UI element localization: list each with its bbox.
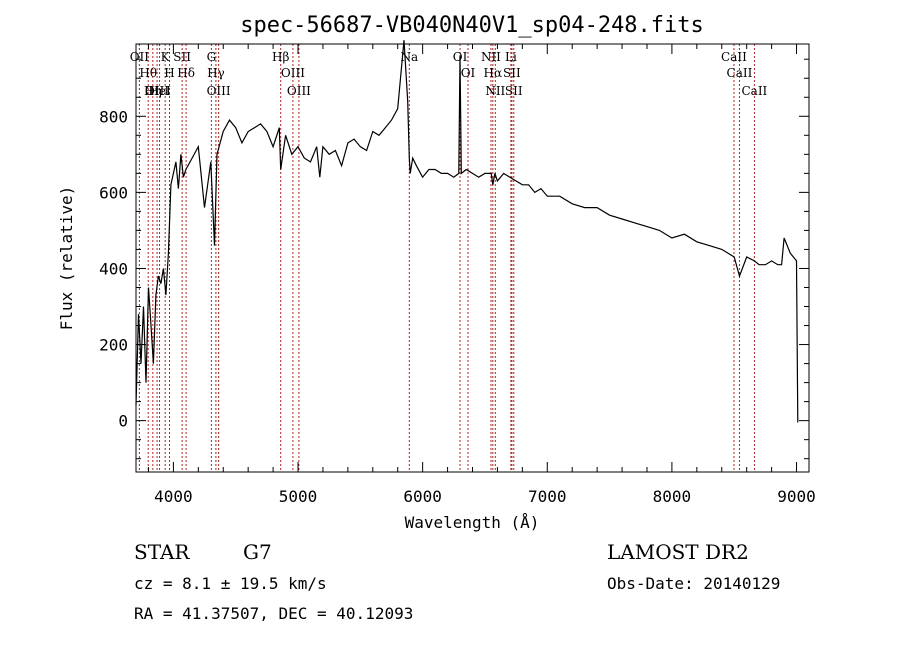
spectral-line-label: Hγ (207, 66, 225, 80)
spectral-line-label: Hβ (272, 50, 289, 64)
spectral-line-label: OIII (145, 84, 169, 98)
spectral-line-labels: OIIHθHηOIIIHeIKHSIIHδGHγOIIIHβOIIIOIIINa… (130, 50, 768, 98)
spectral-line-label: Hθ (139, 66, 157, 80)
spectral-line-label: CaII (721, 50, 747, 64)
x-axis-label: Wavelength (Å) (405, 513, 540, 532)
spectral-line-label: Li (505, 50, 517, 64)
spectral-line-label: NII (481, 50, 501, 64)
x-tick-label: 4000 (154, 487, 193, 506)
x-tick-label: 5000 (279, 487, 318, 506)
spectral-line-label: CaII (741, 84, 767, 98)
y-tick-label: 400 (99, 259, 128, 278)
spectral-line-label: Hα (484, 66, 503, 80)
obs-date-text: Obs-Date: 20140129 (607, 574, 780, 593)
redshift-text: cz = 8.1 ± 19.5 km/s (134, 574, 327, 593)
spectral-line-markers (138, 44, 755, 472)
spectral-line-label: CaII (727, 66, 753, 80)
spectral-line-label: SII (173, 50, 191, 64)
survey-name: LAMOST DR2 (607, 540, 749, 564)
spectral-line-label: NII (485, 84, 505, 98)
x-tick-label: 8000 (653, 487, 692, 506)
spectral-line-label: Hη (144, 84, 162, 98)
y-axis: 0 200 400 600 800 (99, 58, 809, 460)
chart-title: spec-56687-VB040N40V1_sp04-248.fits (240, 13, 704, 38)
spectral-line-label: OIII (287, 84, 311, 98)
y-tick-label: 600 (99, 183, 128, 202)
spectrum-line (135, 40, 799, 423)
x-tick-label: 9000 (777, 487, 816, 506)
object-class: STAR (134, 540, 190, 564)
x-tick-label: 6000 (403, 487, 442, 506)
coordinates-text: RA = 41.37507, DEC = 40.12093 (134, 604, 413, 623)
spectral-line-label: H (164, 66, 174, 80)
spectral-line-label: Hδ (177, 66, 195, 80)
spectral-line-label: SII (505, 84, 523, 98)
object-subclass: G7 (243, 540, 272, 564)
spectral-line-label: K (161, 50, 171, 64)
spectral-line-label: OII (130, 50, 150, 64)
y-tick-label: 0 (118, 412, 128, 431)
spectral-line-label: OIII (281, 66, 305, 80)
x-axis: 4000 5000 6000 7000 8000 9000 (147, 44, 816, 506)
spectral-line-label: OIII (207, 84, 231, 98)
y-tick-label: 800 (99, 107, 128, 126)
spectral-line-label: OI (461, 66, 476, 80)
y-tick-label: 200 (99, 336, 128, 355)
plot-frame (135, 43, 810, 473)
spectral-line-label: G (207, 50, 217, 64)
spectral-line-label: SII (503, 66, 521, 80)
y-axis-label: Flux (relative) (57, 186, 76, 331)
x-tick-label: 7000 (528, 487, 567, 506)
spectral-line-label: HeI (148, 84, 171, 98)
